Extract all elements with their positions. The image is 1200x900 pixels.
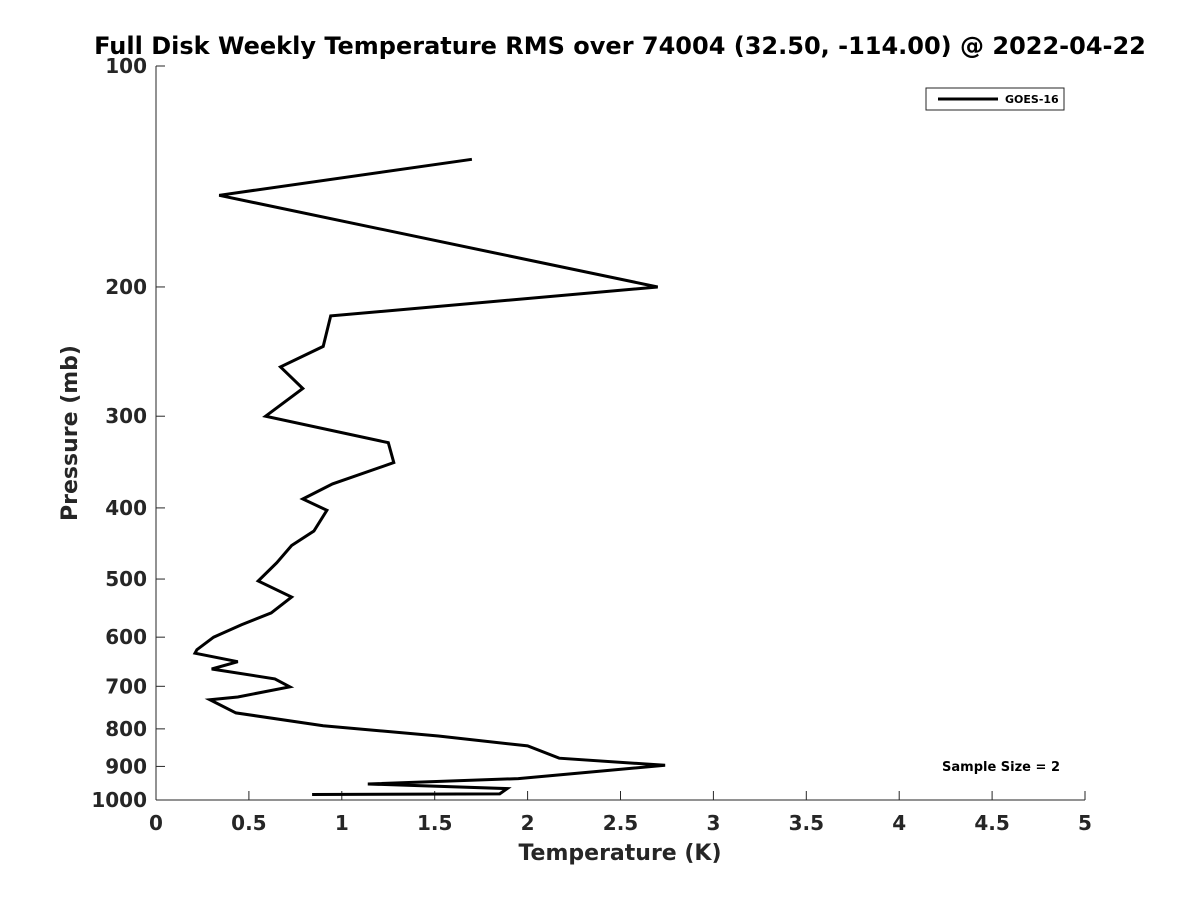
x-tick-label: 4.5 — [974, 811, 1009, 835]
y-axis-label: Pressure (mb) — [58, 345, 83, 521]
y-tick-label: 500 — [105, 567, 147, 591]
x-tick-label: 2.5 — [603, 811, 638, 835]
x-tick-label: 0 — [149, 811, 163, 835]
y-tick-label: 300 — [105, 404, 147, 428]
y-tick-label: 400 — [105, 496, 147, 520]
chart-title: Full Disk Weekly Temperature RMS over 74… — [94, 32, 1146, 60]
x-tick-label: 2 — [521, 811, 535, 835]
x-tick-label: 1.5 — [417, 811, 452, 835]
x-tick-label: 1 — [335, 811, 349, 835]
y-tick-label: 900 — [105, 754, 147, 778]
x-axis-label: Temperature (K) — [518, 841, 721, 866]
y-tick-label: 100 — [105, 54, 147, 78]
y-tick-label: 800 — [105, 717, 147, 741]
x-tick-label: 4 — [892, 811, 906, 835]
series-line-goes-16 — [192, 157, 666, 796]
x-tick-label: 5 — [1078, 811, 1092, 835]
y-tick-label: 200 — [105, 275, 147, 299]
x-tick-label: 0.5 — [231, 811, 266, 835]
y-tick-label: 700 — [105, 674, 147, 698]
x-tick-label: 3 — [706, 811, 720, 835]
legend: GOES-16 — [925, 87, 1065, 111]
y-tick-label: 600 — [105, 625, 147, 649]
x-tick-label: 3.5 — [789, 811, 824, 835]
y-tick-label: 1000 — [91, 788, 147, 812]
y-axis-ticks: 100 200 300 400 500 600 700 800 900 1000 — [91, 54, 165, 812]
legend-label-goes-16: GOES-16 — [1005, 93, 1059, 106]
x-axis-ticks: 0 0.5 1 1.5 2 2.5 3 3.5 4 4.5 5 — [149, 791, 1092, 835]
sample-size-annotation: Sample Size = 2 — [942, 760, 1060, 775]
series-layer — [192, 157, 666, 796]
